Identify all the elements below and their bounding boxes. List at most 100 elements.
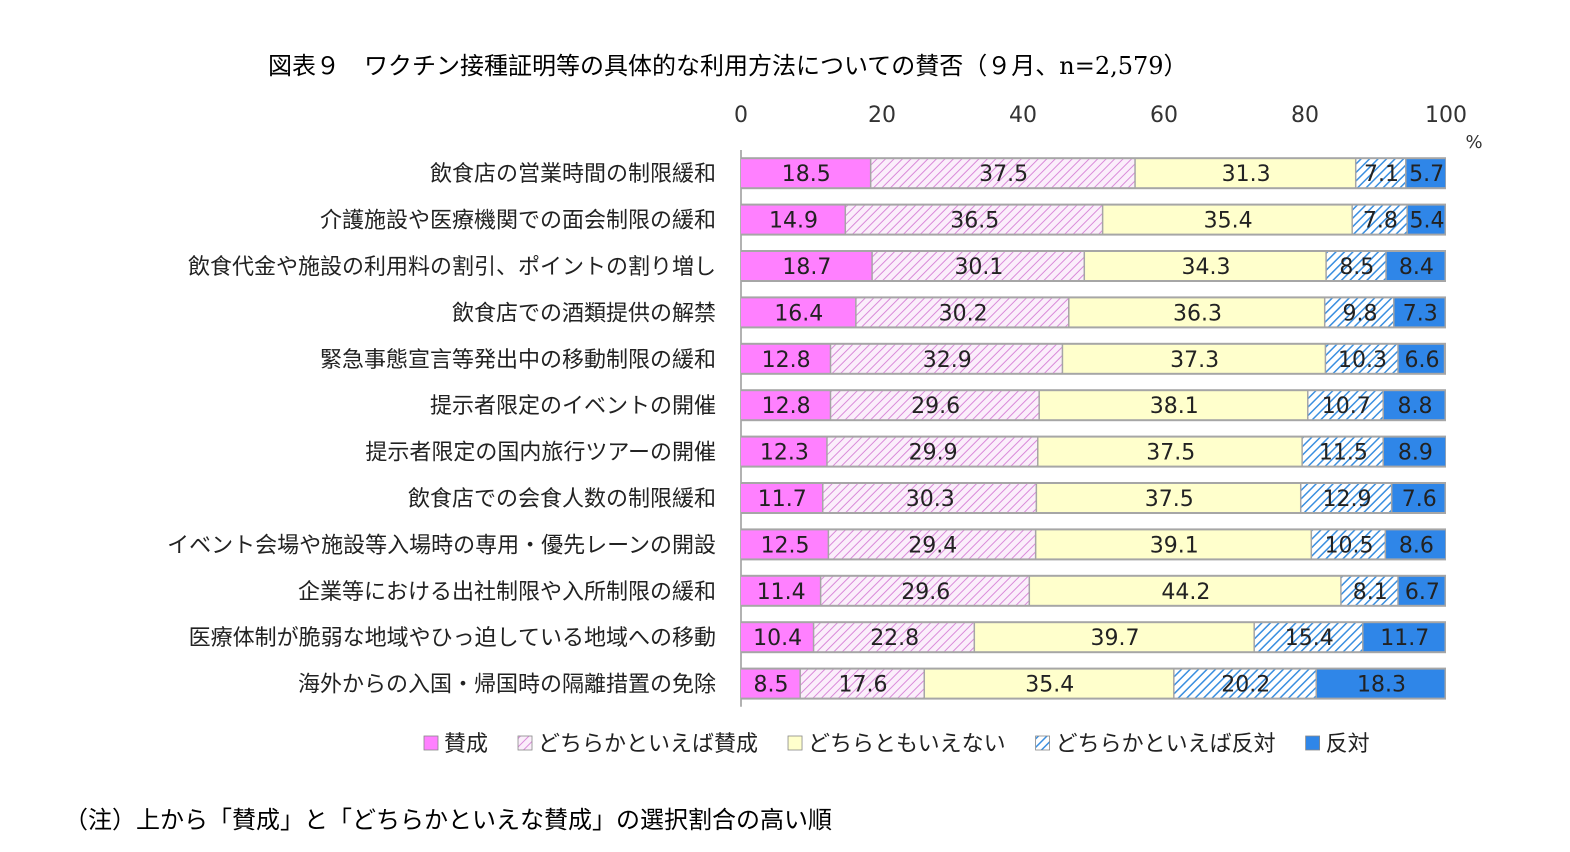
legend-swatch	[1035, 735, 1050, 751]
data-label: 10.3	[1338, 348, 1387, 373]
data-label: 10.5	[1325, 533, 1374, 558]
data-label: 5.7	[1409, 162, 1444, 187]
bar-segment	[741, 344, 830, 373]
bar-segment	[1326, 344, 1398, 373]
data-label: 10.7	[1322, 394, 1371, 419]
data-label: 7.1	[1364, 162, 1399, 187]
data-label: 29.4	[908, 533, 957, 558]
data-label: 44.2	[1161, 580, 1210, 605]
category-label: 介護施設や医療機関での面会制限の緩和	[320, 209, 716, 234]
data-label: 7.3	[1403, 301, 1438, 326]
data-label: 14.9	[769, 209, 818, 234]
footnote: （注）上から「賛成」と「どちらかといえな賛成」の選択割合の高い順	[64, 806, 832, 834]
bar-segment	[1254, 623, 1363, 652]
data-label: 18.5	[782, 162, 831, 187]
data-label: 38.1	[1150, 394, 1199, 419]
x-tick-label: 100	[1425, 103, 1467, 128]
data-label: 7.6	[1402, 487, 1437, 512]
bar-segment	[872, 252, 1084, 280]
data-label: 15.4	[1285, 626, 1334, 651]
bar-segment	[925, 669, 1174, 698]
data-label: 5.4	[1409, 209, 1444, 234]
bar-segment	[741, 484, 822, 512]
bars: 18.5 37.5 31.3 7.1 5.7 14.9 36.5 35.4 7.8 5.4 18.7…	[741, 157, 1446, 700]
bar-segment	[1301, 484, 1391, 512]
category-label: 医療体制が脆弱な地域やひっ迫している地域への移動	[189, 626, 716, 651]
data-label: 35.4	[1204, 209, 1253, 234]
legend-label: どちらともいえない	[808, 732, 1006, 757]
bar-segment	[1386, 530, 1446, 559]
data-label: 8.5	[1339, 255, 1374, 280]
data-label: 17.6	[838, 673, 887, 698]
category-label: 提示者限定の国内旅行ツアーの開催	[365, 441, 716, 466]
data-label: 18.3	[1357, 673, 1406, 698]
data-label: 37.3	[1170, 348, 1219, 373]
bar-segment	[1383, 391, 1445, 420]
bar-segment	[800, 669, 924, 698]
bar-segment	[827, 437, 1038, 466]
data-label: 37.5	[979, 162, 1028, 187]
category-label: 海外からの入国・帰国時の隔離措置の免除	[298, 673, 716, 698]
legend-label: どちらかといえば賛成	[538, 732, 758, 757]
data-label: 10.4	[753, 626, 802, 651]
legend-label: 反対	[1326, 732, 1370, 757]
category-label: イベント会場や施設等入場時の専用・優先レーンの開設	[167, 533, 716, 558]
bar-segment	[1039, 391, 1308, 420]
x-tick-label: 60	[1150, 103, 1178, 128]
category-label: 飲食店の営業時間の制限緩和	[430, 162, 716, 187]
bar-segment	[1392, 484, 1445, 512]
bar-segment	[1406, 159, 1446, 188]
x-tick-label: 20	[868, 103, 896, 128]
data-label: 6.6	[1405, 348, 1440, 373]
bar-segment	[741, 669, 800, 698]
data-label: 35.4	[1025, 673, 1074, 698]
x-unit-label: %	[1465, 132, 1482, 153]
bar-segment	[1386, 252, 1445, 280]
bar-segment	[831, 344, 1062, 373]
category-label: 提示者限定のイベントの開催	[430, 394, 716, 419]
data-label: 12.8	[762, 394, 811, 419]
bar-segment	[871, 159, 1135, 188]
bar-segment	[814, 623, 974, 652]
data-label: 12.9	[1322, 487, 1371, 512]
data-label: 36.5	[950, 209, 999, 234]
bar-segment	[1308, 391, 1383, 420]
data-label: 39.7	[1091, 626, 1140, 651]
data-label: 29.6	[901, 580, 950, 605]
x-axis: 0 20 40 60 80 100%	[734, 103, 1483, 707]
bar-segment	[1063, 344, 1325, 373]
bar-segment	[741, 159, 870, 188]
data-label: 29.9	[909, 441, 958, 466]
bar-segment	[1135, 159, 1355, 188]
bar-segment	[1085, 252, 1326, 280]
data-label: 8.4	[1399, 255, 1434, 280]
data-label: 36.3	[1173, 301, 1222, 326]
bar-segment	[1352, 205, 1407, 234]
data-label: 11.7	[1380, 626, 1429, 651]
bar-segment	[823, 484, 1036, 512]
data-label: 37.5	[1146, 441, 1195, 466]
bar-segment	[1302, 437, 1383, 466]
bar-segment	[1398, 344, 1444, 373]
bar-segment	[831, 391, 1039, 420]
data-label: 9.8	[1342, 301, 1377, 326]
category-label: 飲食店での会食人数の制限緩和	[408, 487, 716, 512]
data-label: 30.3	[906, 487, 955, 512]
data-label: 29.6	[911, 394, 960, 419]
x-tick-label: 0	[734, 103, 748, 128]
legend-swatch	[423, 735, 439, 751]
bar-segment	[846, 205, 1102, 234]
data-label: 7.8	[1363, 209, 1398, 234]
data-label: 22.8	[870, 626, 919, 651]
data-label: 12.3	[760, 441, 809, 466]
bar-segment	[975, 623, 1254, 652]
x-tick-label: 80	[1291, 103, 1319, 128]
bar-segment	[1407, 205, 1445, 234]
data-label: 37.5	[1145, 487, 1194, 512]
data-label: 30.1	[954, 255, 1003, 280]
bar-segment	[741, 623, 813, 652]
category-label: 飲食代金や施設の利用料の割引、ポイントの割り増し	[188, 255, 716, 280]
bar-segment	[1356, 159, 1406, 188]
legend-swatch	[517, 735, 533, 751]
